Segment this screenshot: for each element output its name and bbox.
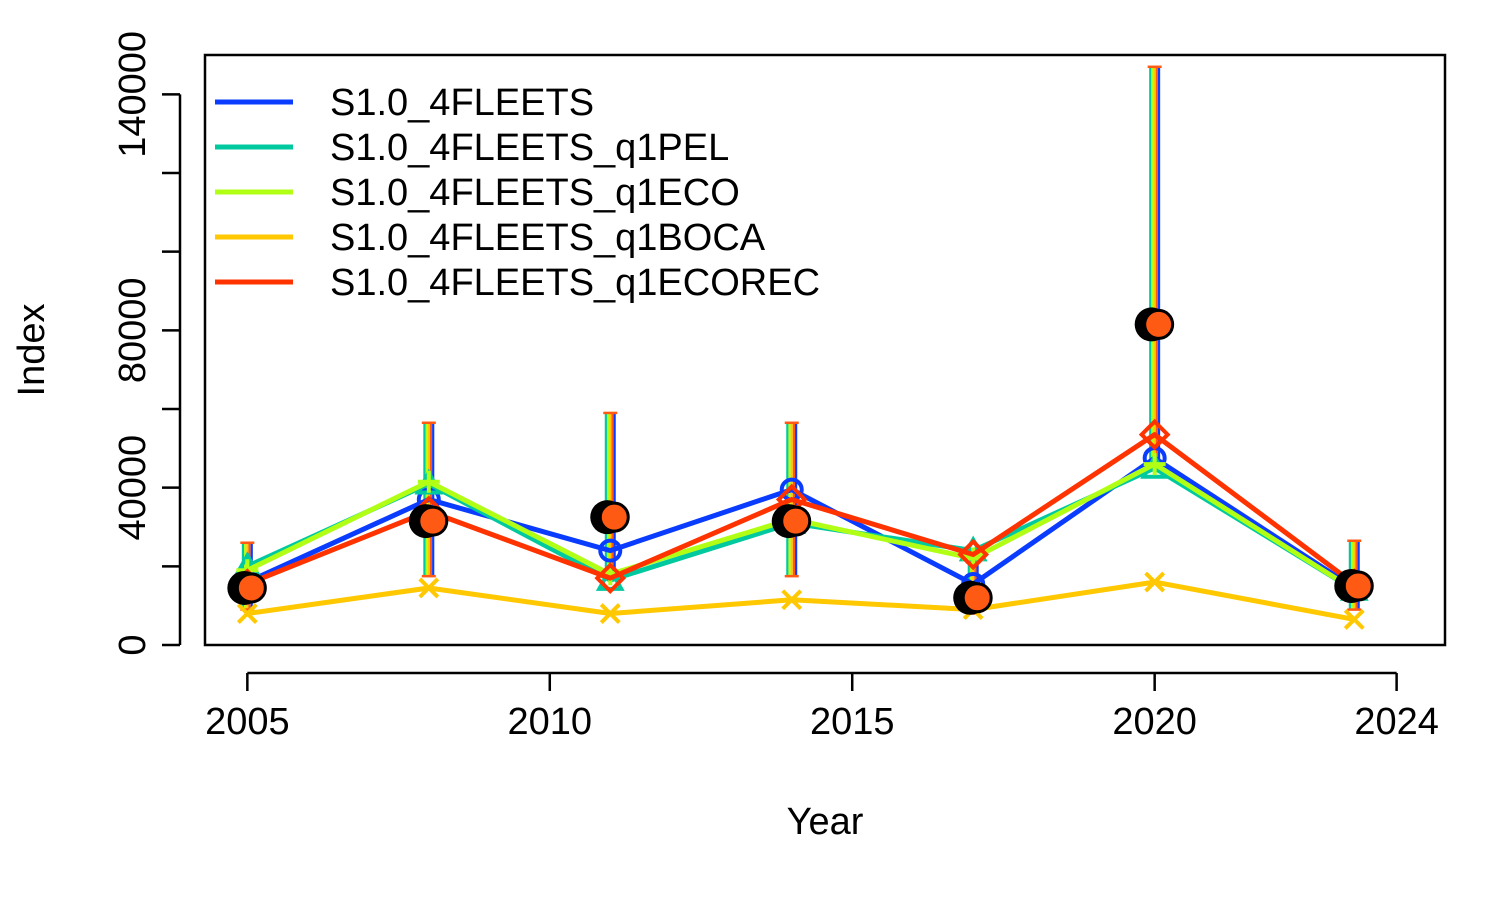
observed-point: [1334, 569, 1374, 603]
error-bar: [1147, 65, 1162, 470]
observed-point-fill: [235, 572, 267, 604]
observed-point: [227, 570, 267, 605]
x-axis-title: Year: [787, 801, 864, 843]
y-tick-label: 140000: [112, 31, 154, 158]
y-tick-label: 40000: [112, 435, 154, 541]
series-point: [1343, 609, 1365, 630]
series-point: [1138, 418, 1171, 451]
series-point: [236, 603, 258, 624]
legend: S1.0_4FLEETSS1.0_4FLEETS_q1PELS1.0_4FLEE…: [215, 82, 820, 304]
series-point: [594, 562, 627, 594]
observed-point: [590, 500, 630, 535]
legend-label: S1.0_4FLEETS_q1PEL: [330, 127, 729, 169]
series-point: [598, 538, 623, 563]
series-point: [1143, 453, 1166, 476]
x-tick-label: 2020: [1112, 701, 1197, 743]
legend-item: S1.0_4FLEETS_q1ECOREC: [215, 262, 820, 304]
plot-frame: [203, 53, 1447, 647]
legend-item: S1.0_4FLEETS_q1BOCA: [215, 217, 766, 259]
series-4: [236, 571, 1365, 630]
observed-point-fill: [1143, 308, 1175, 340]
series-point: [418, 577, 440, 599]
observed-point-fill: [780, 505, 812, 537]
axes-layer: 2005 2010 2015 2020 2024 0 40000 80000 140000: [112, 31, 1439, 743]
legend-label: S1.0_4FLEETS_q1ECOREC: [330, 262, 820, 304]
x-tick-label: 2015: [810, 701, 895, 743]
x-tick-label: 2005: [205, 701, 290, 743]
observed-point-fill: [598, 501, 630, 533]
plot-layer: [227, 65, 1374, 630]
y-tick-label: 80000: [112, 277, 154, 383]
series-point: [781, 589, 803, 611]
series-point: [417, 470, 440, 493]
legend-item: S1.0_4FLEETS: [215, 82, 594, 124]
observed-point: [953, 580, 993, 615]
series-line: [246, 579, 1355, 622]
legend-label: S1.0_4FLEETS_q1ECO: [330, 172, 740, 214]
x-tick-label: 2010: [508, 701, 593, 743]
legend-item: S1.0_4FLEETS_q1ECO: [215, 172, 740, 214]
series-point: [957, 538, 990, 571]
legend-item: S1.0_4FLEETS_q1PEL: [215, 127, 729, 169]
series-point: [1144, 571, 1166, 593]
observed-point-fill: [417, 505, 449, 537]
x-tick-label: 2024: [1354, 701, 1439, 743]
y-axis-title: Index: [11, 304, 53, 397]
observed-point-fill: [961, 582, 993, 614]
legend-label: S1.0_4FLEETS: [330, 82, 594, 124]
observed-point-fill: [1342, 570, 1374, 602]
y-tick-label: 0: [112, 634, 154, 655]
legend-label: S1.0_4FLEETS_q1BOCA: [330, 217, 766, 259]
observed-point: [1134, 307, 1175, 342]
series-point: [599, 603, 621, 624]
observed-point: [408, 504, 449, 539]
observed-point: [771, 504, 812, 539]
